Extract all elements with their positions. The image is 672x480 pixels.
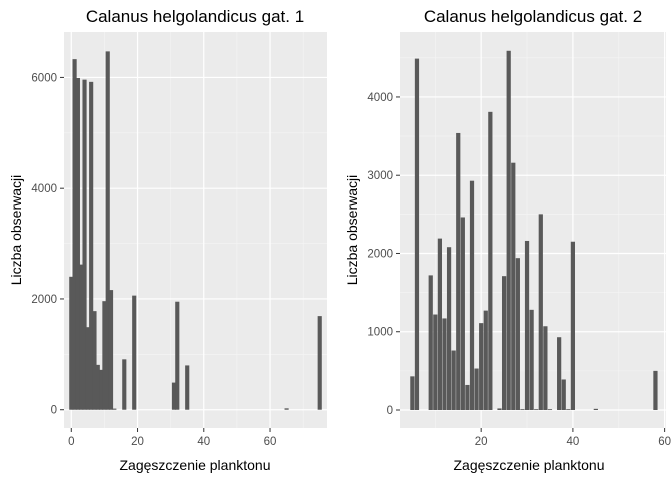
histogram-bar (570, 241, 576, 410)
histogram-bar (557, 337, 562, 410)
histogram-bar (515, 258, 520, 410)
histogram-bar (171, 382, 177, 410)
histogram-bar (102, 301, 107, 410)
histogram-bar (433, 314, 438, 410)
chart-title: Calanus helgolandicus gat. 2 (424, 7, 642, 26)
y-tick-label: 0 (51, 405, 57, 417)
histogram-bar (479, 323, 484, 410)
histogram-bar (175, 301, 180, 410)
y-tick-label: 3000 (367, 170, 393, 182)
tick-labels: 20 40 60 0 1000 2000 3000 4000 (367, 92, 671, 448)
histogram-bar (534, 409, 539, 411)
histogram-bar (524, 240, 530, 410)
x-tick-label: 60 (264, 436, 277, 448)
histogram-bar (451, 350, 456, 410)
histogram-bar (410, 376, 415, 410)
histogram-bar (497, 408, 502, 410)
histogram-bar (506, 50, 511, 411)
histogram-bar (122, 359, 127, 410)
histogram-bar (89, 81, 94, 410)
histogram-bar (185, 365, 190, 410)
y-axis-title: Liczba obserwacji (8, 175, 24, 286)
x-tick-label: 20 (475, 436, 488, 448)
histogram-bar (474, 368, 479, 410)
histogram-bar (529, 309, 534, 410)
tick-labels: 0 20 40 60 0 2000 4000 6000 (31, 72, 276, 448)
histogram-bar (511, 162, 516, 410)
y-axis-title: Liczba obserwacji (344, 175, 360, 286)
y-tick-label: 0 (387, 405, 393, 417)
histogram-bar (547, 409, 553, 411)
histogram-bars (69, 51, 322, 410)
histogram-bar (446, 247, 452, 410)
histogram-bar (79, 264, 84, 410)
histogram-bar (72, 59, 77, 410)
histogram-bar (428, 275, 433, 410)
histogram-bar (593, 408, 598, 410)
histogram-bar (653, 370, 658, 410)
histogram-bar (460, 217, 465, 410)
histogram-bar (105, 51, 110, 410)
histogram-bar (465, 384, 470, 410)
histogram-bar (561, 379, 566, 410)
chart-panel-gat-1: 0 20 40 60 0 2000 4000 6000 Calanus helgolandic… (8, 7, 327, 473)
y-tick-label: 2000 (367, 248, 393, 260)
histogram-bar (82, 79, 87, 410)
x-tick-label: 60 (658, 436, 671, 448)
y-tick-label: 6000 (31, 72, 57, 84)
chart-panel-gat-2: 20 40 60 0 1000 2000 3000 4000 Calanus helgolan… (344, 7, 671, 473)
histogram-bar (414, 58, 420, 410)
y-tick-label: 1000 (367, 327, 393, 339)
y-tick-label: 4000 (31, 183, 57, 195)
histogram-bar (483, 310, 488, 410)
x-axis-title: Zagęszczenie planktonu (454, 457, 605, 473)
histogram-bars (410, 50, 658, 411)
histogram-bar (520, 409, 525, 411)
histogram-bar (437, 238, 443, 410)
histogram-bar (95, 364, 100, 410)
x-tick-label: 0 (68, 436, 74, 448)
histogram-bar (317, 316, 322, 410)
x-tick-label: 40 (567, 436, 580, 448)
histogram-bar (501, 276, 507, 410)
y-tick-label: 4000 (367, 92, 393, 104)
histogram-bar (538, 214, 543, 410)
x-tick-label: 20 (131, 436, 144, 448)
histogram-bar (566, 409, 571, 411)
x-tick-label: 40 (197, 436, 210, 448)
histogram-bar (108, 290, 114, 410)
histogram-bar (488, 111, 493, 411)
histogram-bar (75, 77, 80, 410)
x-axis-title: Zagęszczenie planktonu (120, 457, 271, 473)
histogram-bar (132, 295, 137, 410)
histogram-bar (99, 369, 104, 410)
histogram-bar (543, 326, 548, 410)
grid-lines (64, 32, 327, 428)
y-tick-label: 2000 (31, 294, 57, 306)
histogram-bar (469, 180, 475, 410)
histogram-bar (69, 276, 74, 410)
histogram-bar (456, 132, 461, 410)
chart-title: Calanus helgolandicus gat. 1 (86, 7, 304, 26)
histogram-bar (442, 318, 447, 410)
histogram-bar (284, 408, 289, 410)
histogram-bar (85, 327, 90, 410)
histogram-bar (92, 311, 97, 410)
histogram-bar (112, 408, 117, 410)
